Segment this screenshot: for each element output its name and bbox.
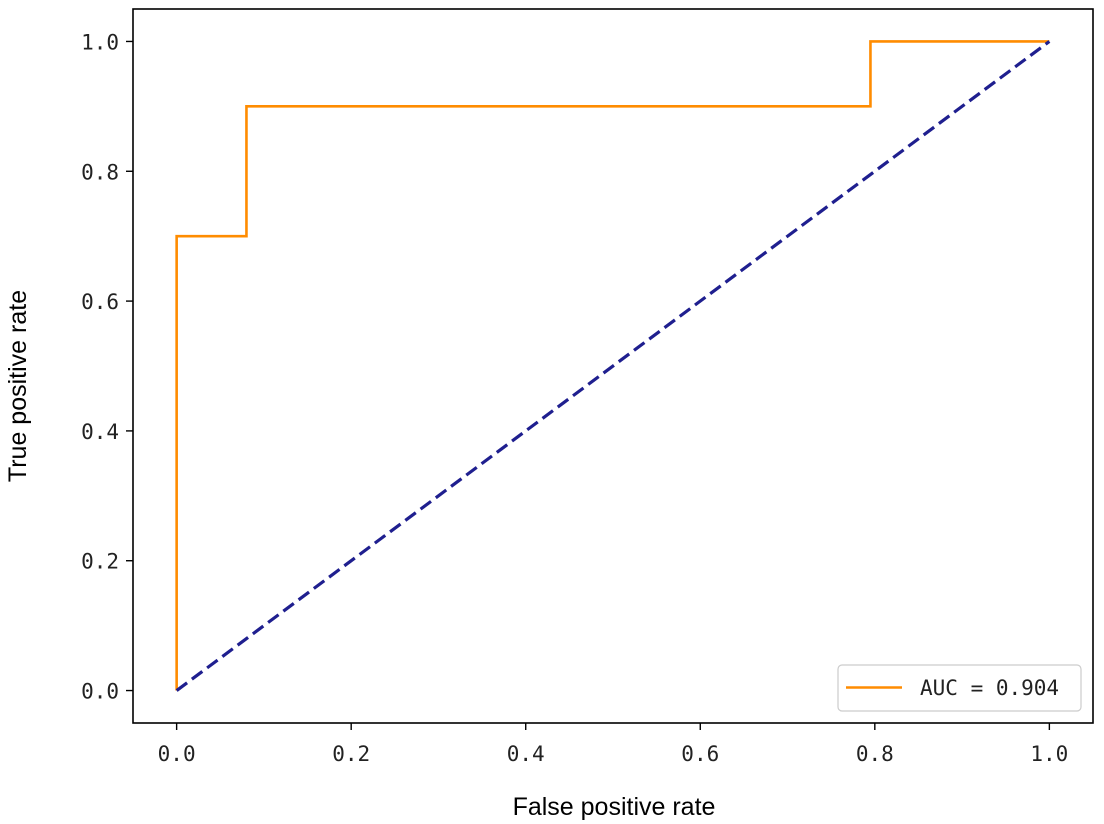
x-tick-label: 0.0 <box>158 742 196 766</box>
x-tick-label: 1.0 <box>1030 742 1068 766</box>
chance-diagonal-line <box>175 40 1051 692</box>
plot-series <box>175 40 1051 692</box>
y-tick-label: 0.0 <box>81 680 119 704</box>
x-tick-label: 0.6 <box>681 742 719 766</box>
y-axis: 0.0 0.2 0.4 0.6 0.8 1.0 <box>81 30 133 704</box>
legend-label: AUC = 0.904 <box>920 676 1059 700</box>
x-tick-label: 0.4 <box>507 742 545 766</box>
x-axis: 0.0 0.2 0.4 0.6 0.8 1.0 <box>158 723 1068 766</box>
y-tick-label: 1.0 <box>81 30 119 54</box>
y-tick-label: 0.2 <box>81 550 119 574</box>
legend: AUC = 0.904 <box>837 664 1082 712</box>
plot-frame <box>132 8 1094 724</box>
y-axis-label: True positive rate <box>4 290 32 482</box>
roc-curve-line <box>175 40 1050 691</box>
y-tick-label: 0.8 <box>81 160 119 184</box>
x-axis-label: False positive rate <box>513 793 716 821</box>
y-tick-label: 0.4 <box>81 420 119 444</box>
legend-box <box>837 664 1082 712</box>
y-tick-label: 0.6 <box>81 290 119 314</box>
x-tick-label: 0.8 <box>856 742 894 766</box>
x-tick-label: 0.2 <box>332 742 370 766</box>
